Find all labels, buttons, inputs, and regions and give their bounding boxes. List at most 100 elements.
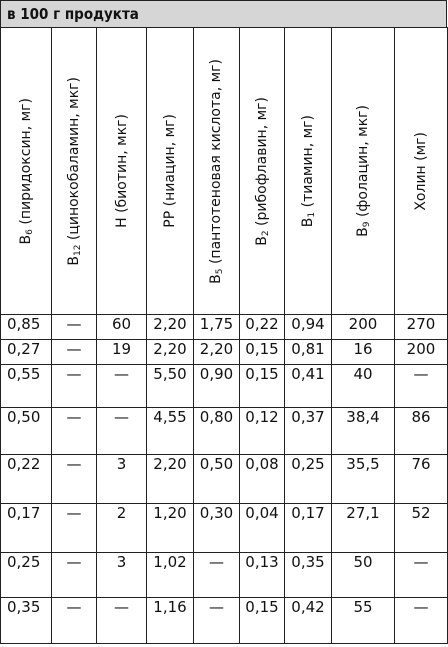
table-cell: 270 [394, 314, 448, 340]
table-cell: 0,35 [284, 552, 332, 598]
column-header-7: В1 (тиамин, мг) [284, 27, 332, 315]
table-cell: 0,15 [239, 364, 285, 408]
table-cell: 0,27 [0, 339, 52, 365]
column-header-8: В9 (фолацин, мкг) [331, 27, 395, 315]
table-cell: 0,85 [0, 314, 52, 340]
table-cell: 0,81 [284, 339, 332, 365]
table-cell: 0,55 [0, 364, 52, 408]
table-cell: 0,90 [193, 364, 240, 408]
table-row: 0,22—3 2,20 0,50 0,08 0,25 35,5 76 [0, 454, 448, 504]
table-body: 0,85—60 2,20 1,75 0,22 0,94 200 270 0,27—19 2,20… [0, 314, 448, 644]
table-row: 0,50— —4,55 0,80 0,12 0,37 38,4 86 [0, 407, 448, 455]
table-cell: 0,50 [193, 454, 240, 504]
table-cell: 38,4 [331, 407, 395, 455]
table-cell: 2,20 [146, 314, 194, 340]
header-row: В6 (пиридоксин, мг) В12 (цинокобаламин, м… [0, 27, 448, 315]
column-header-label: В9 (фолацин, мкг) [354, 105, 372, 237]
table-cell: 0,12 [239, 407, 285, 455]
table-cell: 0,17 [0, 503, 52, 553]
table-cell: 0,25 [284, 454, 332, 504]
table-cell: — [193, 552, 240, 598]
table-cell: 1,20 [146, 503, 194, 553]
table-cell: 2,20 [146, 454, 194, 504]
table-row: 0,25—3 1,02—0,13 0,35 50— [0, 552, 448, 598]
table-cell: 50 [331, 552, 395, 598]
table-cell: 0,08 [239, 454, 285, 504]
column-header-6: В2 (рибофлавин, мг) [239, 27, 285, 315]
table-cell: 0,30 [193, 503, 240, 553]
table-cell: 60 [96, 314, 147, 340]
table-cell: 0,50 [0, 407, 52, 455]
table-cell: 19 [96, 339, 147, 365]
table-cell: 16 [331, 339, 395, 365]
table-cell: — [51, 314, 97, 340]
table-cell: — [394, 552, 448, 598]
table-cell: 200 [394, 339, 448, 365]
table-caption-band: в 100 г продукта [0, 0, 447, 27]
table-cell: 55 [331, 597, 395, 644]
table-cell: 0,25 [0, 552, 52, 598]
table-cell: — [193, 597, 240, 644]
table-cell: 1,75 [193, 314, 240, 340]
column-header-3: Н (биотин, мкг) [96, 27, 147, 315]
table-row: 0,17—2 1,20 0,30 0,04 0,17 27,1 52 [0, 503, 448, 553]
table-cell: 2 [96, 503, 147, 553]
table-cell: — [51, 552, 97, 598]
column-header-label: В2 (рибофлавин, мг) [253, 96, 271, 246]
table-cell: 0,94 [284, 314, 332, 340]
table-cell: — [51, 339, 97, 365]
table-cell: 4,55 [146, 407, 194, 455]
table-cell: 5,50 [146, 364, 194, 408]
table-cell: 0,80 [193, 407, 240, 455]
table-cell: — [51, 597, 97, 644]
table-cell: 0,15 [239, 597, 285, 644]
column-header-1: В6 (пиридоксин, мг) [0, 27, 52, 315]
column-header-2: В12 (цинокобаламин, мкг) [51, 27, 97, 315]
column-header-label: РР (ниацин, мг) [162, 114, 178, 228]
table-cell: 0,35 [0, 597, 52, 644]
column-header-label: Холин (мг) [413, 131, 429, 211]
table-row: 0,27—19 2,20 2,20 0,15 0,81 16 200 [0, 339, 448, 365]
table-row: 0,85—60 2,20 1,75 0,22 0,94 200 270 [0, 314, 448, 340]
table-cell: 86 [394, 407, 448, 455]
table-cell: 0,22 [239, 314, 285, 340]
table-cell: — [96, 407, 147, 455]
column-header-label: В6 (пиридоксин, мг) [17, 97, 35, 245]
table-cell: 3 [96, 552, 147, 598]
column-header-4: РР (ниацин, мг) [146, 27, 194, 315]
table-cell: — [51, 407, 97, 455]
table-cell: 35,5 [331, 454, 395, 504]
table-cell: 1,02 [146, 552, 194, 598]
table-cell: — [96, 597, 147, 644]
table-cell: — [394, 597, 448, 644]
table-cell: 1,16 [146, 597, 194, 644]
table-cell: 0,37 [284, 407, 332, 455]
column-header-label: В1 (тиамин, мг) [299, 114, 317, 228]
table-cell: 0,17 [284, 503, 332, 553]
table-cell: 2,20 [193, 339, 240, 365]
column-header-5: В5 (пантотеновая кислота, мг) [193, 27, 240, 315]
vitamin-content-table: В6 (пиридоксин, мг) В12 (цинокобаламин, м… [0, 27, 448, 644]
table-cell: — [96, 364, 147, 408]
column-header-label: В12 (цинокобаламин, мкг) [65, 76, 83, 266]
table-cell: 0,04 [239, 503, 285, 553]
table-cell: 0,22 [0, 454, 52, 504]
table-cell: 76 [394, 454, 448, 504]
column-header-label: Н (биотин, мкг) [113, 114, 130, 228]
table-cell: 0,42 [284, 597, 332, 644]
table-cell: 200 [331, 314, 395, 340]
table-row: 0,55— —5,50 0,90 0,15 0,41 40— [0, 364, 448, 408]
table-cell: 27,1 [331, 503, 395, 553]
table-cell: 40 [331, 364, 395, 408]
table-cell: 3 [96, 454, 147, 504]
table-cell: 0,13 [239, 552, 285, 598]
column-header-9: Холин (мг) [394, 27, 448, 315]
column-header-label: В5 (пантотеновая кислота, мг) [208, 58, 225, 284]
table-cell: 0,41 [284, 364, 332, 408]
table-cell: — [51, 454, 97, 504]
table-cell: 0,15 [239, 339, 285, 365]
table-row: 0,35— —1,16—0,15 0,42 55— [0, 597, 448, 644]
table-cell: — [394, 364, 448, 408]
table-cell: — [51, 364, 97, 408]
